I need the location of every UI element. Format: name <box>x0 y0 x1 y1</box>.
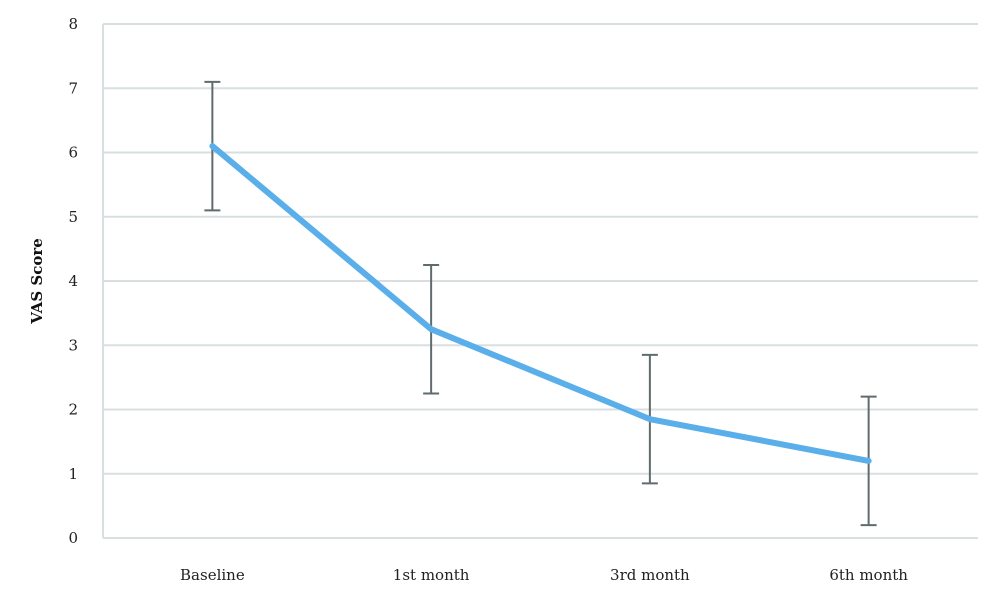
x-tick-label-4: 6th month <box>829 566 908 584</box>
y-tick-label-5: 5 <box>68 208 78 226</box>
gridlines <box>103 23 978 539</box>
y-tick-label-3: 3 <box>68 336 78 354</box>
y-tick-label-8: 8 <box>68 15 78 33</box>
x-tick-label-3: 3rd month <box>610 566 690 584</box>
y-axis-title: VAS Score <box>28 238 46 325</box>
y-tick-label-4: 4 <box>68 272 78 290</box>
error-bars <box>204 80 877 527</box>
y-tick-label-0: 0 <box>68 529 78 547</box>
y-tick-label-6: 6 <box>68 144 78 162</box>
x-tick-label-2: 1st month <box>393 566 470 584</box>
x-axis-tick-labels: Baseline 1st month 3rd month 6th month <box>180 566 908 584</box>
y-tick-label-7: 7 <box>68 79 78 97</box>
y-axis-tick-labels: 0 1 2 3 4 5 6 7 8 <box>68 15 78 547</box>
x-tick-label-1: Baseline <box>180 566 245 584</box>
series-line-vas-score <box>209 143 872 464</box>
y-tick-label-1: 1 <box>68 465 78 483</box>
y-tick-label-2: 2 <box>68 401 78 419</box>
